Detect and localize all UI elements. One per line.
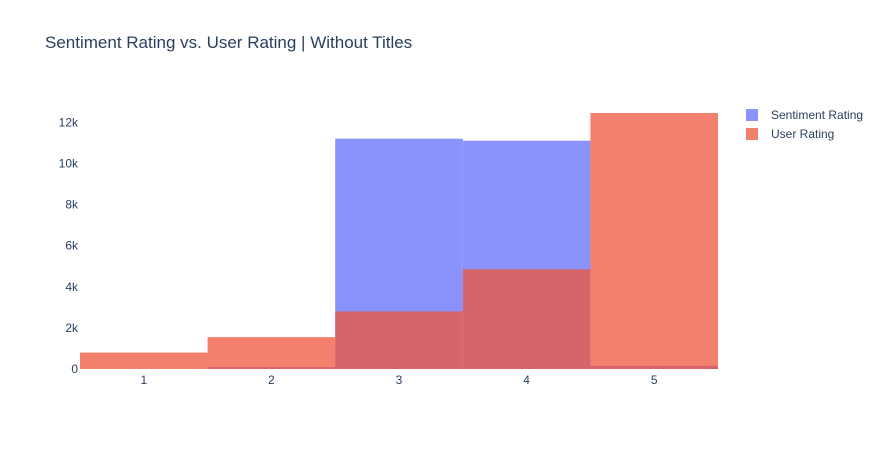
series-sentiment-rating (207, 138, 718, 369)
bar-user-rating-1[interactable] (80, 352, 208, 369)
x-tick-label: 4 (523, 373, 530, 387)
bar-user-rating-4[interactable] (462, 269, 591, 369)
series-user-rating (80, 113, 718, 369)
bar-user-rating-2[interactable] (207, 337, 336, 369)
legend-item-label[interactable]: User Rating (771, 127, 834, 141)
chart-title: Sentiment Rating vs. User Rating | Witho… (45, 33, 413, 52)
legend-swatch[interactable] (746, 128, 758, 140)
y-tick-label: 12k (59, 115, 79, 129)
bar-user-rating-5[interactable] (590, 113, 718, 369)
y-tick-label: 10k (59, 156, 79, 170)
x-tick-label: 1 (140, 373, 147, 387)
y-tick-label: 6k (65, 239, 79, 253)
y-tick-label: 4k (65, 280, 79, 294)
legend-swatch[interactable] (746, 109, 758, 121)
x-tick-label: 3 (396, 373, 403, 387)
bar-user-rating-3[interactable] (335, 311, 463, 369)
y-tick-label: 8k (65, 198, 79, 212)
legend-item-label[interactable]: Sentiment Rating (771, 108, 863, 122)
y-tick-label: 2k (65, 321, 79, 335)
x-tick-label: 2 (268, 373, 275, 387)
y-tick-label: 0 (71, 362, 78, 376)
x-tick-label: 5 (651, 373, 658, 387)
